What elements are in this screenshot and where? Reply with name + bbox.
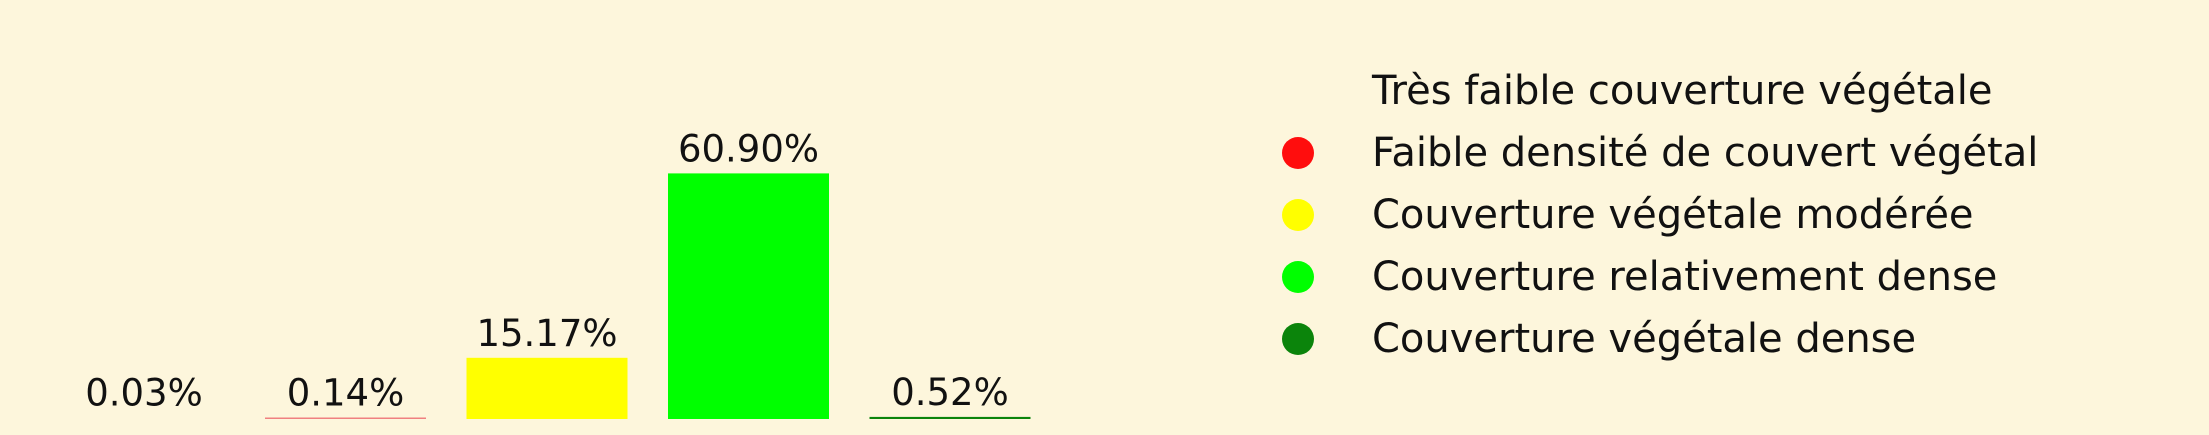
bar-4 [668, 173, 829, 419]
legend-marker-icon [1282, 75, 1314, 107]
legend-marker-icon [1282, 137, 1314, 169]
chart-legend: Très faible couverture végétale Faible de… [1270, 60, 2190, 370]
legend-marker-icon [1282, 323, 1314, 355]
bar-1 [63, 417, 225, 419]
legend-marker-icon [1282, 261, 1314, 293]
legend-label: Faible densité de couvert végétal [1372, 130, 2039, 176]
bar-3 [466, 357, 628, 419]
bar-5 [869, 416, 1031, 419]
legend-label: Couverture relativement dense [1372, 254, 1998, 300]
legend-item-1: Très faible couverture végétale [1270, 60, 2190, 122]
legend-label: Couverture végétale dense [1372, 316, 1917, 362]
legend-item-2: Faible densité de couvert végétal [1270, 122, 2190, 184]
legend-item-4: Couverture relativement dense [1270, 246, 2190, 308]
bar-value-label-1: 0.03% [85, 372, 203, 415]
bar-value-label-5: 0.52% [891, 371, 1009, 414]
legend-item-3: Couverture végétale modérée [1270, 184, 2190, 246]
legend-label: Couverture végétale modérée [1372, 192, 1974, 238]
legend-label: Très faible couverture végétale [1372, 68, 1993, 114]
legend-marker-icon [1282, 199, 1314, 231]
legend-item-5: Couverture végétale dense [1270, 308, 2190, 370]
bar-value-label-4: 60.90% [678, 127, 819, 170]
bar-value-label-3: 15.17% [476, 312, 617, 355]
bar-value-label-2: 0.14% [287, 372, 405, 415]
bar-chart: 0.03% 0.14% 15.17% 60.90% 0.52% [63, 127, 1031, 419]
bar-2 [265, 417, 426, 419]
